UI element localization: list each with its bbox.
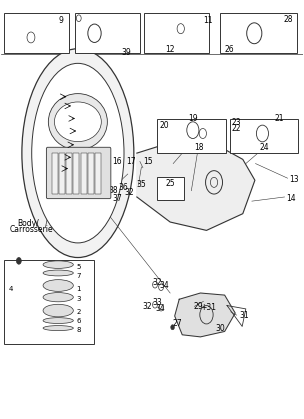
Text: 19: 19 (188, 114, 198, 123)
Text: 7: 7 (76, 273, 81, 279)
Ellipse shape (43, 279, 73, 291)
FancyBboxPatch shape (47, 147, 111, 199)
Text: 12: 12 (166, 46, 175, 54)
FancyBboxPatch shape (81, 153, 87, 194)
Ellipse shape (43, 318, 73, 323)
Ellipse shape (43, 261, 73, 269)
Text: 21: 21 (275, 114, 284, 123)
Text: 15: 15 (143, 157, 153, 166)
FancyBboxPatch shape (4, 13, 69, 53)
Ellipse shape (43, 270, 73, 276)
Text: 25: 25 (166, 179, 175, 188)
Text: 31: 31 (240, 311, 249, 321)
Text: 17: 17 (126, 157, 136, 166)
FancyBboxPatch shape (73, 153, 79, 194)
Polygon shape (137, 143, 255, 230)
Ellipse shape (43, 304, 73, 317)
Text: 30: 30 (216, 324, 225, 333)
FancyBboxPatch shape (88, 153, 94, 194)
FancyBboxPatch shape (59, 153, 65, 194)
Text: 5: 5 (76, 264, 81, 270)
Ellipse shape (48, 93, 107, 150)
FancyBboxPatch shape (230, 119, 298, 153)
FancyBboxPatch shape (144, 13, 209, 53)
Text: 16: 16 (113, 158, 122, 166)
Text: 37: 37 (113, 194, 123, 203)
Text: 33: 33 (152, 298, 162, 307)
FancyBboxPatch shape (157, 119, 226, 153)
Text: 23: 23 (231, 118, 241, 127)
Text: 18: 18 (194, 143, 203, 152)
Text: 9: 9 (58, 16, 63, 25)
Text: 6: 6 (76, 318, 81, 324)
Text: Body/: Body/ (17, 219, 39, 228)
Text: 11: 11 (203, 16, 212, 25)
Text: 32: 32 (124, 188, 134, 197)
FancyBboxPatch shape (4, 260, 94, 344)
Text: 27: 27 (173, 318, 182, 328)
Text: 32: 32 (152, 278, 162, 287)
Text: 13: 13 (290, 175, 299, 184)
Text: 38: 38 (108, 186, 118, 195)
Text: +31: +31 (200, 303, 216, 312)
Ellipse shape (43, 326, 73, 331)
Text: 34: 34 (160, 281, 169, 290)
Polygon shape (175, 293, 235, 337)
Ellipse shape (43, 292, 73, 302)
Text: 8: 8 (76, 327, 81, 333)
FancyBboxPatch shape (66, 153, 72, 194)
Circle shape (171, 325, 174, 330)
Text: 14: 14 (287, 194, 296, 203)
Text: Carrosserie: Carrosserie (10, 225, 54, 234)
Text: 32: 32 (142, 302, 152, 311)
Text: 2: 2 (76, 309, 81, 315)
FancyBboxPatch shape (220, 13, 297, 53)
Text: 28: 28 (284, 15, 293, 24)
Text: 26: 26 (225, 46, 234, 54)
Text: 36: 36 (119, 183, 129, 192)
Text: 22: 22 (231, 124, 241, 132)
FancyBboxPatch shape (157, 177, 184, 200)
Text: 3: 3 (76, 296, 81, 302)
Text: 34: 34 (155, 304, 165, 313)
Text: 4: 4 (8, 286, 13, 292)
Text: 1: 1 (76, 286, 81, 292)
Text: 39: 39 (122, 48, 132, 57)
FancyBboxPatch shape (52, 153, 57, 194)
Ellipse shape (32, 63, 124, 243)
Ellipse shape (22, 49, 134, 258)
FancyBboxPatch shape (95, 153, 101, 194)
Text: 24: 24 (260, 143, 269, 152)
Text: 35: 35 (136, 180, 146, 189)
Circle shape (16, 258, 21, 264)
Text: 29: 29 (194, 302, 203, 311)
FancyBboxPatch shape (75, 13, 140, 53)
Ellipse shape (54, 102, 101, 142)
Text: 20: 20 (160, 122, 170, 130)
